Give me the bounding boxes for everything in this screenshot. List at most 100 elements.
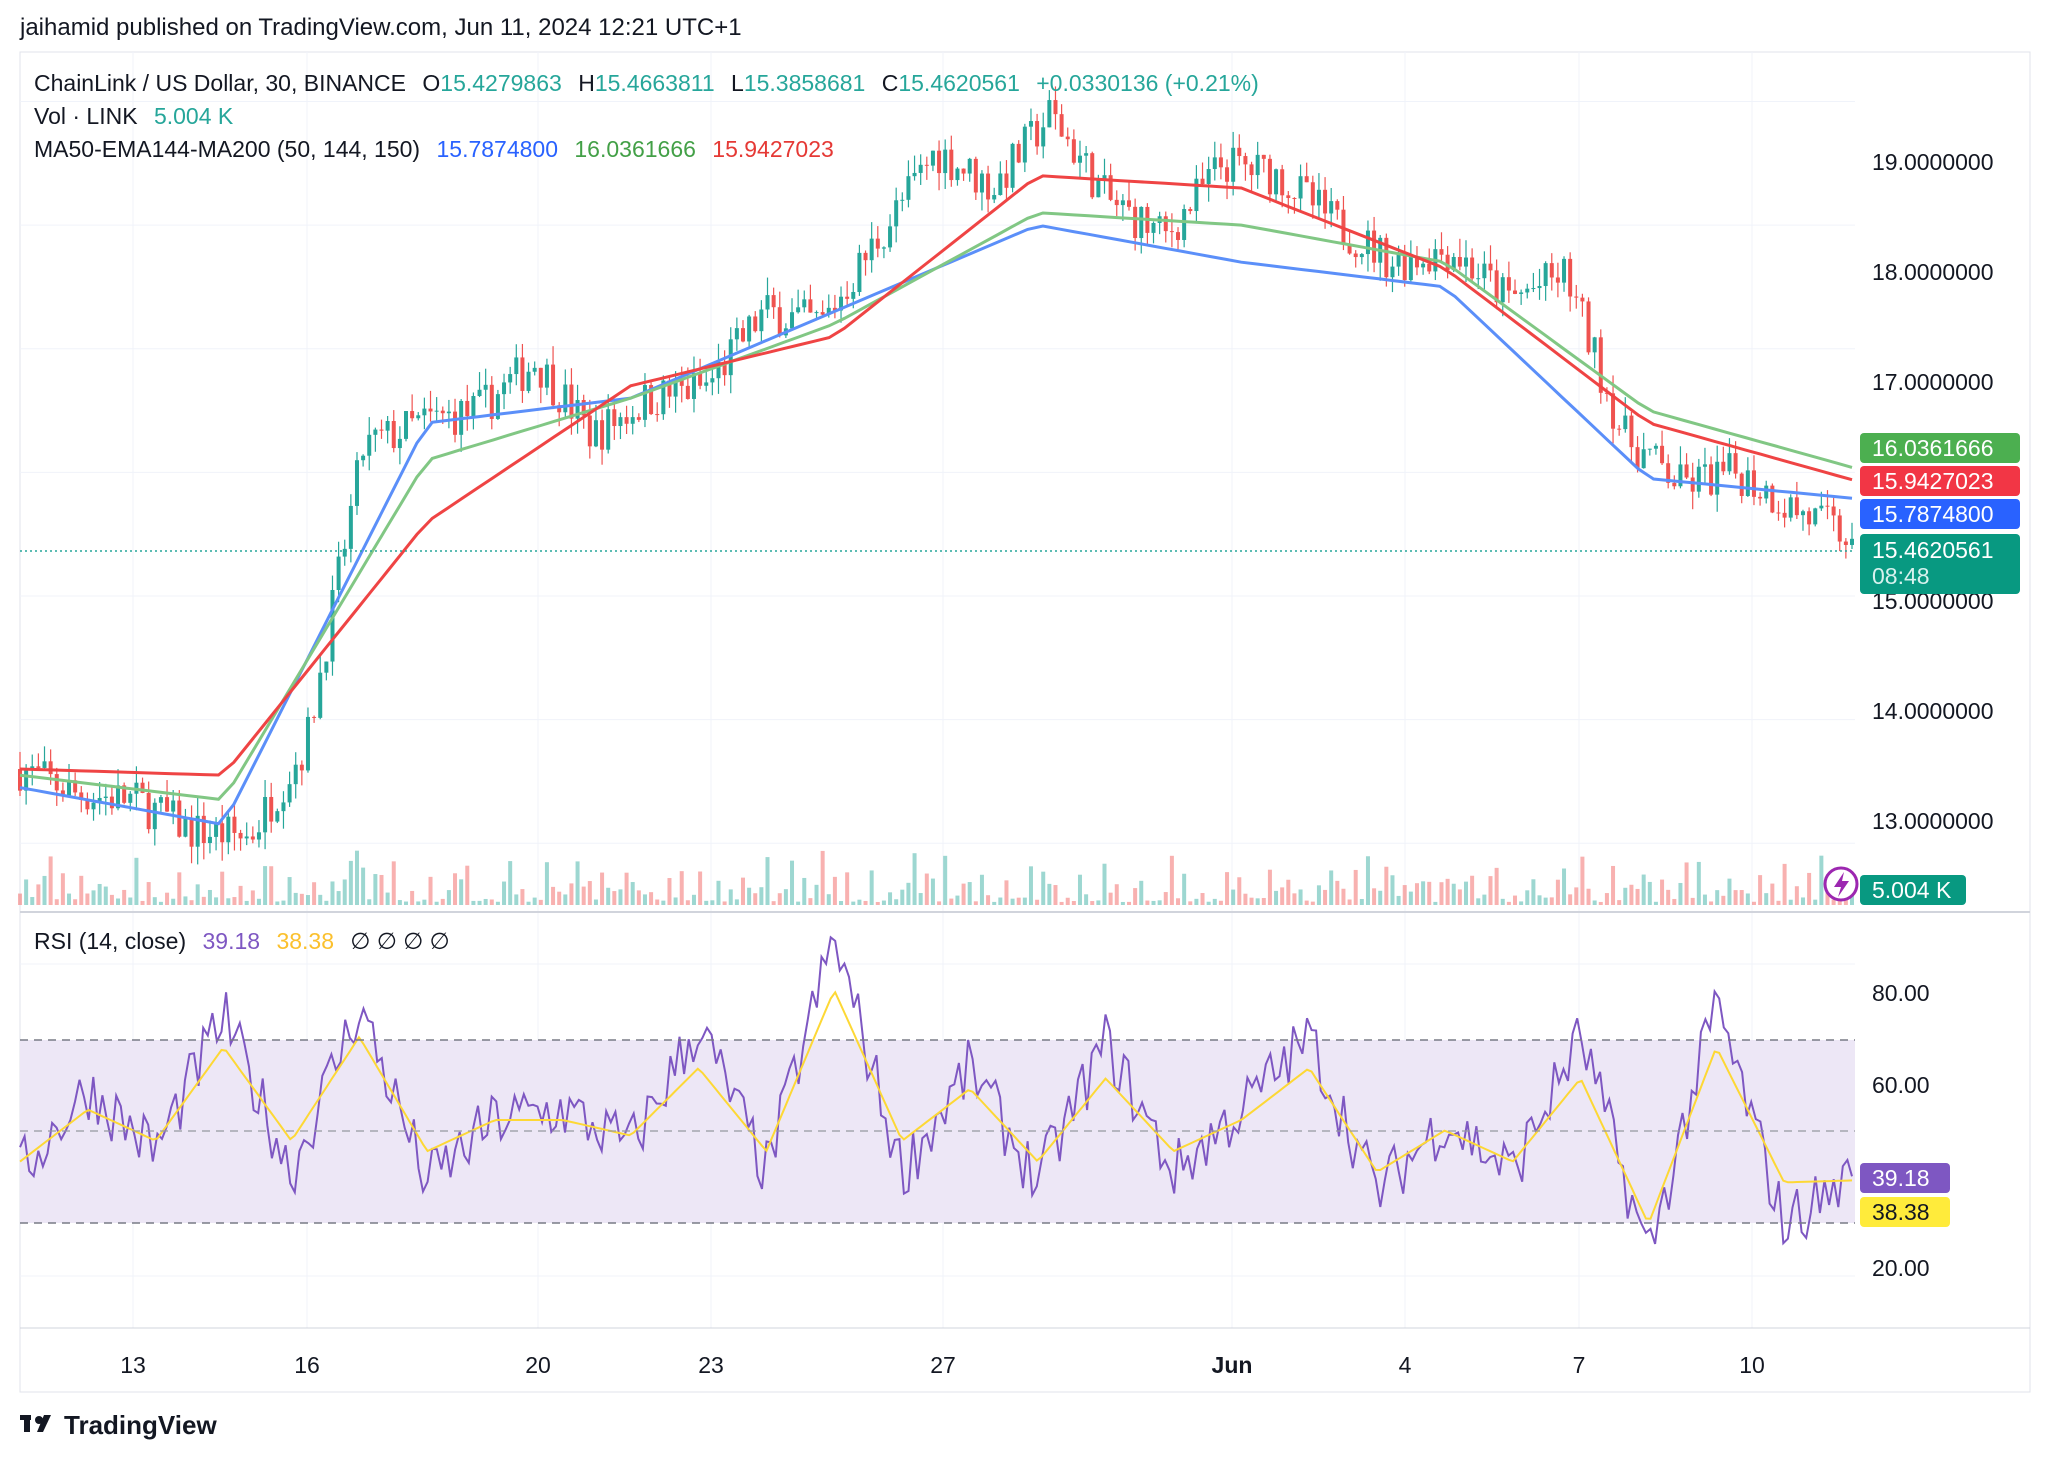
volume-bar (1182, 873, 1187, 905)
candle-body (1127, 200, 1132, 207)
volume-badge: 5.004 K (1860, 875, 1966, 905)
last-price-value: 15.4620561 (1872, 537, 1994, 563)
volume-bar (1813, 899, 1818, 905)
lightning-icon[interactable] (1823, 866, 1859, 902)
symbol-legend[interactable]: ChainLink / US Dollar, 30, BINANCE O15.4… (34, 68, 1259, 98)
candle-body (1396, 254, 1401, 267)
volume-bar (1384, 866, 1389, 905)
volume-bar (851, 901, 856, 905)
candle-body (97, 797, 102, 803)
volume-bar (477, 900, 482, 905)
volume-bar (1145, 900, 1150, 905)
rsi-ma-value: 38.38 (276, 928, 335, 954)
candle-body (299, 764, 304, 771)
candle-body (42, 761, 47, 768)
volume-bar (1378, 890, 1383, 905)
volume-bar (1568, 894, 1573, 905)
volume-bar (624, 872, 629, 905)
volume-bar (489, 899, 494, 905)
candle-body (1751, 470, 1756, 497)
price-tick: 14.0000000 (1872, 698, 1994, 724)
candle-body (881, 247, 886, 249)
volume-bar (1782, 863, 1787, 905)
candle-body (404, 411, 409, 439)
candle-body (232, 816, 237, 833)
candle-body (691, 373, 696, 399)
volume-legend[interactable]: Vol · LINK 5.004 K (34, 101, 233, 131)
candle-body (177, 800, 182, 837)
volume-bar (379, 874, 384, 905)
candle-body (189, 818, 194, 847)
volume-bar (263, 866, 268, 905)
rsi-legend[interactable]: RSI (14, close) 39.18 38.38 ∅ ∅ ∅ ∅ (34, 926, 450, 956)
volume-bar (1690, 897, 1695, 905)
volume-bar (716, 880, 721, 905)
volume-bar (1604, 893, 1609, 905)
candle-body (1390, 266, 1395, 278)
candle-body (1280, 169, 1285, 196)
volume-bar (1310, 901, 1315, 905)
volume-bar (1660, 879, 1665, 905)
volume-bar (1359, 899, 1364, 905)
ma-legend[interactable]: MA50-EMA144-MA200 (50, 144, 150) 15.7874… (34, 134, 834, 164)
volume-bar (116, 898, 121, 905)
candle-body (557, 405, 562, 413)
candle-body (287, 784, 292, 803)
candle-body (1463, 257, 1468, 267)
volume-bar (336, 891, 341, 905)
volume-bar (1513, 895, 1518, 905)
bar-countdown: 08:48 (1872, 563, 1930, 589)
volume-bar (103, 886, 108, 905)
volume-bar (961, 883, 966, 905)
volume-bar (1586, 888, 1591, 905)
volume-bar (1139, 880, 1144, 905)
volume-bar (1476, 898, 1481, 905)
date-tick: 16 (294, 1352, 320, 1378)
volume-bar (1059, 901, 1064, 905)
candle-body (587, 415, 592, 447)
candle-body (1715, 461, 1720, 495)
candle-body (1794, 497, 1799, 516)
volume-bar (36, 884, 41, 905)
volume-bar (48, 856, 53, 905)
published-line: jaihamid published on TradingView.com, J… (20, 14, 742, 41)
volume-bar (459, 879, 464, 905)
date-tick: 23 (698, 1352, 724, 1378)
candle-body (569, 384, 574, 419)
candle-body (477, 389, 482, 397)
candle-body (48, 761, 53, 775)
volume-bar (1831, 899, 1836, 905)
volume-bar (232, 897, 237, 905)
volume-bar (1231, 889, 1236, 905)
volume-bar (581, 886, 586, 905)
candle-body (1843, 541, 1848, 545)
volume-bar (1598, 901, 1603, 905)
volume-bar (679, 871, 684, 905)
candle-body (1047, 100, 1052, 128)
candle-body (1580, 297, 1585, 302)
candle-body (428, 408, 433, 412)
candle-body (814, 312, 819, 314)
candle-body (728, 339, 733, 376)
candle-body (263, 796, 268, 833)
volume-bar (324, 900, 329, 905)
volume-bar (986, 895, 991, 905)
candle-body (1457, 257, 1462, 267)
volume-bar (606, 887, 611, 905)
candle-body (336, 556, 341, 590)
candle-body (1169, 231, 1174, 233)
candle-body (410, 411, 415, 419)
candle-body (305, 716, 310, 771)
volume-bar (1776, 900, 1781, 905)
candle-body (642, 385, 647, 420)
candle-body (967, 158, 972, 174)
candle-body (1733, 453, 1738, 474)
volume-bar (1243, 893, 1248, 905)
volume-bar (1206, 901, 1211, 905)
volume-bar (201, 896, 206, 905)
volume-bar (918, 893, 923, 905)
volume-bar (1721, 895, 1726, 905)
volume-bar (465, 865, 470, 905)
candle-body (1850, 538, 1854, 545)
